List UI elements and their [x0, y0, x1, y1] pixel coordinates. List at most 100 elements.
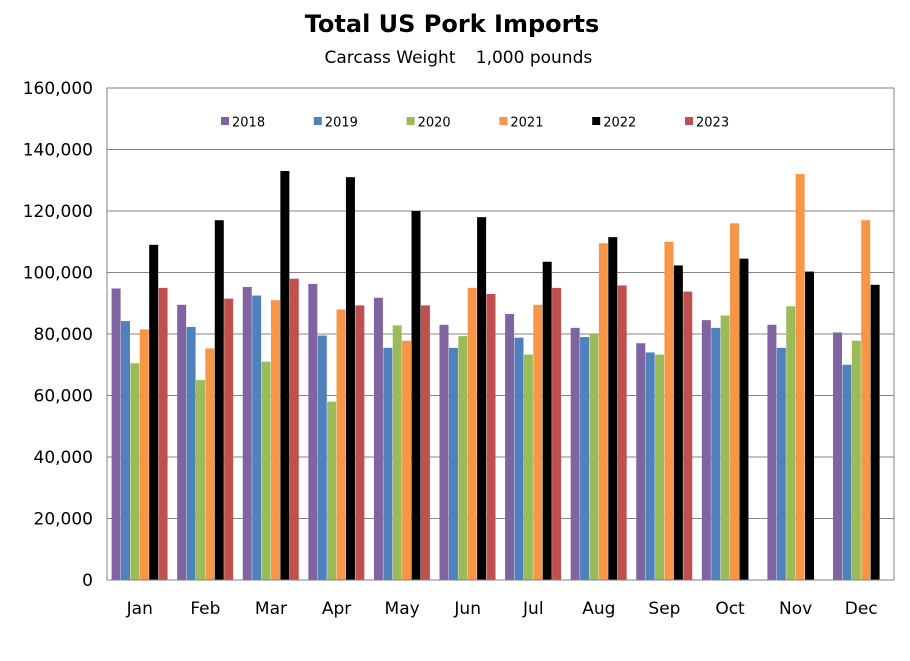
- bar-2018-dec: [833, 332, 843, 580]
- y-axis-ticks: 0 20,000 40,000 60,000 80,000 100,000 120,000 1…: [23, 79, 93, 591]
- bar-2023-feb: [224, 298, 234, 580]
- bar-2018-may: [373, 297, 383, 580]
- bar-2023-jun: [486, 294, 496, 580]
- legend-swatch-2022: [592, 117, 601, 125]
- bar-2019-nov: [776, 347, 786, 580]
- bar-2018-jan: [111, 288, 121, 580]
- bar-2018-feb: [177, 304, 187, 580]
- bar-2021-sep: [664, 241, 674, 580]
- bar-2018-apr: [308, 283, 318, 580]
- bar-2023-mar: [289, 278, 299, 580]
- legend-label-2019: 2019: [325, 116, 358, 131]
- gridlines: [107, 149, 894, 519]
- legend-swatch-2019: [313, 117, 322, 125]
- bar-2022-jan: [149, 244, 159, 580]
- bars: [111, 171, 880, 581]
- bar-2020-nov: [786, 306, 796, 580]
- legend-swatch-2020: [406, 117, 415, 125]
- legend-swatch-2023: [685, 117, 693, 125]
- bar-2021-feb: [205, 348, 215, 580]
- y-tick-label: 160,000: [23, 79, 93, 99]
- bar-2020-apr: [327, 401, 337, 580]
- plot-area-border: [106, 87, 895, 581]
- x-tick-label: May: [385, 599, 420, 619]
- bar-2022-dec: [870, 284, 880, 580]
- legend-label-2022: 2022: [603, 116, 636, 131]
- bar-2021-may: [402, 340, 412, 580]
- legend-swatch-2018: [221, 117, 229, 125]
- bar-2019-mar: [252, 295, 262, 580]
- bar-2021-dec: [861, 220, 871, 581]
- bar-2020-oct: [720, 315, 730, 580]
- y-tick-label: 20,000: [34, 510, 93, 530]
- y-tick-label: 60,000: [34, 387, 93, 407]
- legend-swatch-2021: [499, 117, 508, 125]
- x-tick-label: Oct: [715, 599, 745, 619]
- bar-2019-may: [383, 347, 393, 580]
- bar-2018-jul: [505, 314, 515, 580]
- legend-label-2021: 2021: [510, 116, 543, 131]
- bar-2021-jan: [139, 329, 149, 580]
- bar-2022-nov: [805, 271, 815, 580]
- x-tick-label: Jan: [126, 599, 153, 619]
- y-tick-label: 40,000: [34, 448, 93, 468]
- x-tick-label: Aug: [582, 599, 615, 619]
- bar-2020-jun: [458, 336, 468, 580]
- bar-2021-jul: [533, 304, 543, 580]
- bar-2022-feb: [214, 220, 224, 581]
- bar-2022-may: [411, 211, 421, 580]
- bar-2022-aug: [608, 237, 618, 580]
- bar-2020-sep: [655, 354, 665, 580]
- bar-2023-jul: [552, 287, 562, 581]
- bar-2019-aug: [580, 337, 590, 580]
- bar-2019-sep: [645, 352, 655, 580]
- bar-2023-apr: [355, 305, 365, 580]
- legend-label-2023: 2023: [696, 116, 729, 131]
- bar-2021-nov: [795, 174, 805, 580]
- bar-2019-feb: [186, 326, 196, 580]
- bar-2018-jun: [439, 324, 449, 580]
- legend-label-2020: 2020: [418, 116, 451, 131]
- chart-title: Total US Pork Imports: [305, 10, 599, 38]
- bar-2019-jan: [120, 321, 130, 580]
- bar-2023-may: [420, 305, 430, 580]
- x-tick-label: Sep: [648, 599, 680, 619]
- bar-2020-feb: [195, 380, 205, 581]
- x-tick-label: Mar: [255, 599, 287, 619]
- x-tick-label: Nov: [779, 599, 812, 619]
- bar-2019-dec: [842, 364, 852, 580]
- y-tick-label: 140,000: [23, 141, 93, 161]
- y-tick-label: 120,000: [23, 202, 93, 222]
- bar-2023-sep: [683, 291, 693, 580]
- bar-2020-may: [392, 325, 402, 580]
- bar-2020-jan: [130, 363, 140, 580]
- bar-2020-jul: [523, 354, 533, 580]
- x-tick-label: Feb: [190, 599, 220, 619]
- bar-2018-nov: [767, 324, 777, 580]
- bar-2019-apr: [317, 335, 327, 580]
- bar-2022-jun: [477, 217, 487, 580]
- bar-2019-jul: [514, 337, 524, 580]
- x-tick-label: Dec: [845, 599, 878, 619]
- bar-2021-aug: [598, 243, 608, 581]
- bar-2018-aug: [570, 327, 580, 580]
- bar-2021-oct: [730, 223, 740, 581]
- bar-2018-oct: [701, 320, 711, 580]
- bar-2021-jun: [467, 287, 477, 581]
- bar-2018-sep: [636, 343, 646, 580]
- bar-2018-mar: [242, 286, 252, 580]
- y-tick-label: 80,000: [34, 325, 93, 345]
- bar-2020-aug: [589, 334, 599, 580]
- x-tick-label: Jul: [522, 599, 544, 619]
- bar-2022-apr: [345, 177, 355, 580]
- legend: 2018 2019 2020 2021 2022 2023: [221, 116, 729, 131]
- bar-2020-mar: [261, 361, 271, 580]
- bar-2021-mar: [270, 300, 280, 580]
- bar-2022-oct: [739, 258, 749, 580]
- bar-2023-aug: [617, 285, 627, 580]
- chart-subtitle-scale: 1,000 pounds: [476, 48, 593, 68]
- x-tick-label: Apr: [322, 599, 351, 619]
- legend-label-2018: 2018: [232, 116, 265, 131]
- bar-2019-oct: [711, 327, 721, 580]
